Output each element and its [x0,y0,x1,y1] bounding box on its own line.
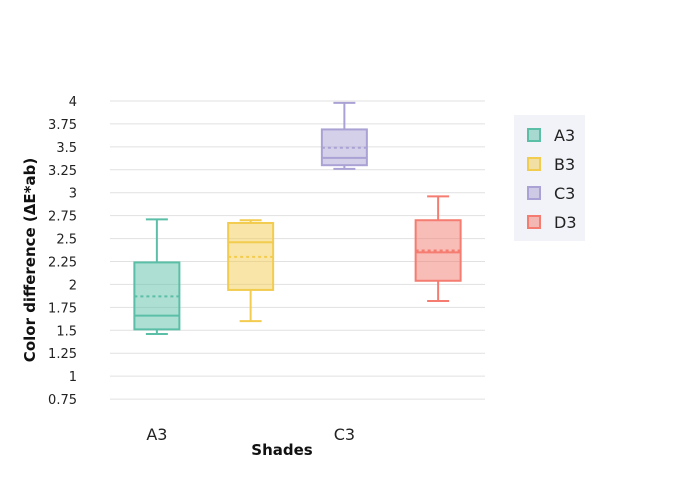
y-tick-label: 2.75 [48,210,77,225]
legend-item-c3: C3 [527,184,575,203]
legend-swatch [527,186,541,200]
y-tick-label: 1.5 [56,324,77,339]
legend: A3 B3 C3 D3 [514,115,585,241]
y-tick-label: 2.25 [48,256,77,271]
legend-swatch [527,157,541,171]
y-tick-label: 3.75 [48,118,77,133]
legend-item-a3: A3 [527,126,575,145]
y-axis-title: Color difference (ΔE*ab) [21,158,39,362]
y-tick-label: 3 [69,187,77,202]
y-tick-label: 1.25 [48,347,77,362]
box-c3 [320,101,368,170]
box-a3 [133,218,181,335]
box-d3 [414,195,462,302]
legend-background [514,115,585,241]
legend-swatch [527,128,541,142]
legend-label: D3 [554,213,577,232]
y-tick-label: 3.25 [48,164,77,179]
x-axis-title: Shades [251,441,313,459]
legend-label: C3 [554,184,575,203]
legend-label: A3 [554,126,575,145]
y-tick-label: 0.75 [48,393,77,408]
x-axis-ticks: A3 C3 [146,425,355,444]
y-tick-label: 2.5 [56,233,77,248]
y-tick-label: 4 [69,95,77,110]
box-series [133,101,462,335]
box-b3 [227,219,275,323]
y-axis-ticks: 0.75 1 1.25 1.5 1.75 2 2.25 2.5 2.75 3 3.25 3.5 3.75… [48,95,77,408]
y-tick-label: 1 [69,370,77,385]
y-tick-label: 2 [69,278,77,293]
legend-item-d3: D3 [527,213,577,232]
legend-swatch [527,215,541,229]
x-tick-label: A3 [146,425,167,444]
y-tick-label: 3.5 [56,141,77,156]
x-tick-label: C3 [334,425,355,444]
legend-item-b3: B3 [527,155,575,174]
legend-label: B3 [554,155,575,174]
y-tick-label: 1.75 [48,301,77,316]
